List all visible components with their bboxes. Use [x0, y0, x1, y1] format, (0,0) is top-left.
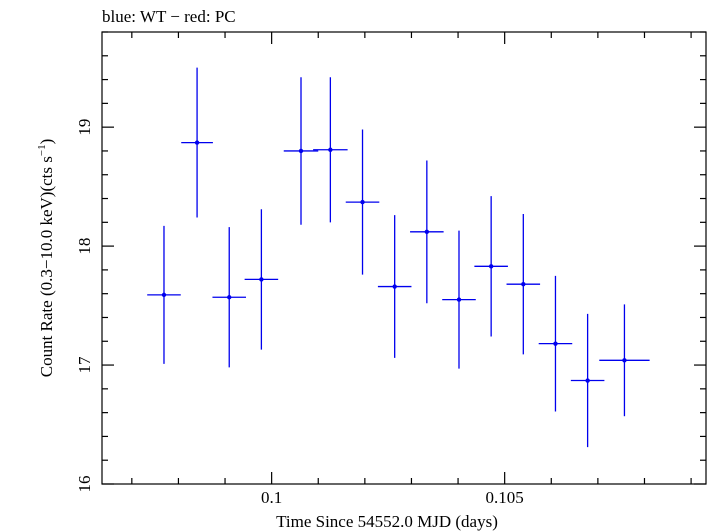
x-tick-label: 0.105: [486, 488, 524, 507]
data-point: [345, 129, 380, 275]
y-axis-label-superscript: −1: [36, 144, 48, 156]
chart-title: blue: WT − red: PC: [102, 7, 236, 26]
axis-ticks: [102, 31, 706, 485]
data-point-marker: [424, 229, 430, 235]
data-point: [244, 209, 279, 350]
x-axis-label: Time Since 54552.0 MJD (days): [276, 512, 498, 531]
data-point-marker: [161, 292, 167, 298]
axis-tick-labels: 16 17 18 19 0.1 0.105: [75, 119, 524, 507]
data-point: [442, 230, 476, 369]
data-point-marker: [194, 140, 200, 145]
y-tick-label: 17: [75, 356, 94, 374]
data-point: [570, 313, 605, 448]
data-point: [283, 77, 319, 225]
x-tick-label: 0.1: [261, 488, 282, 507]
data-point-marker: [298, 148, 304, 154]
y-axis-label-end: ): [37, 139, 56, 145]
y-tick-label: 18: [75, 238, 94, 255]
data-point-marker: [259, 277, 264, 282]
data-point: [538, 275, 573, 412]
data-point-marker: [227, 295, 232, 300]
data-point: [313, 77, 348, 223]
data-point-marker: [392, 284, 397, 289]
data-point: [410, 160, 444, 304]
plot-frame: [101, 31, 707, 485]
data-point: [212, 227, 247, 368]
data-point: [377, 215, 412, 358]
data-point-marker: [521, 281, 526, 287]
data-point-marker: [360, 199, 365, 205]
data-point: [147, 225, 181, 364]
y-axis-label: Count Rate (0.3−10.0 keV)(cts s−1): [36, 139, 56, 378]
data-point-marker: [622, 358, 627, 363]
data-point: [599, 304, 650, 417]
data-point-marker: [456, 297, 462, 302]
data-point-marker: [488, 264, 494, 269]
data-point-marker: [553, 341, 558, 346]
y-tick-label: 16: [75, 476, 94, 493]
y-tick-label: 19: [75, 119, 94, 136]
data-point: [181, 67, 213, 218]
data-point-marker: [328, 147, 333, 152]
data-point: [506, 213, 541, 355]
data-point: [474, 196, 508, 337]
y-axis-label-main: Count Rate (0.3−10.0 keV)(cts s: [37, 156, 56, 377]
data-point-marker: [585, 378, 590, 383]
data-points: [147, 67, 650, 448]
